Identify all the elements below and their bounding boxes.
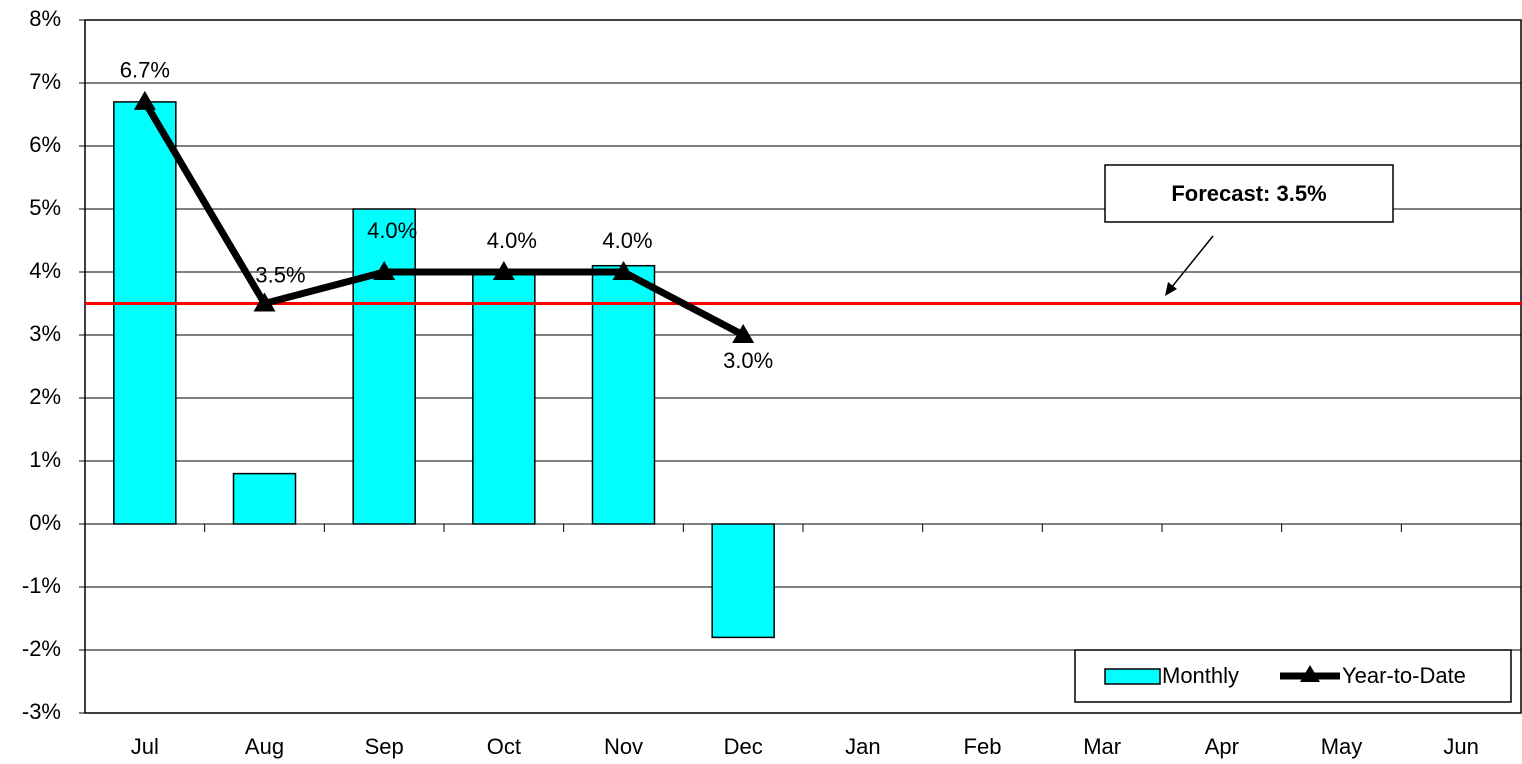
x-tick-label: Sep xyxy=(365,734,404,759)
data-label: 4.0% xyxy=(602,228,652,253)
bar xyxy=(352,208,416,525)
x-tick-label: May xyxy=(1321,734,1363,759)
plot-area xyxy=(84,19,1522,714)
marker xyxy=(253,292,276,312)
x-tick-label: Mar xyxy=(1083,734,1121,759)
y-tick-label: -1% xyxy=(22,573,61,598)
y-tick-label: 0% xyxy=(29,510,61,535)
x-tick-label: Feb xyxy=(964,734,1002,759)
data-label: 3.5% xyxy=(255,262,305,287)
line xyxy=(141,100,745,339)
arrow-head xyxy=(1165,282,1177,296)
x-tick-label: Jan xyxy=(845,734,880,759)
data-label: 4.0% xyxy=(487,228,537,253)
legend-label: Year-to-Date xyxy=(1342,663,1466,688)
x-tick-label: Jul xyxy=(131,734,159,759)
y-tick-label: 7% xyxy=(29,69,61,94)
marker xyxy=(373,261,396,280)
x-tick-label: Nov xyxy=(604,734,643,759)
x-tick-label: Apr xyxy=(1205,734,1239,759)
annotation-arrow xyxy=(1166,235,1214,294)
x-tick-label: Oct xyxy=(487,734,521,759)
annotation: Forecast: 3.5% xyxy=(1171,181,1326,206)
y-tick-label: -3% xyxy=(22,699,61,724)
y-tick-label: -2% xyxy=(22,636,61,661)
data-label: 3.0% xyxy=(723,348,773,373)
bar xyxy=(232,472,297,525)
legend-marker xyxy=(1300,665,1320,682)
x-tick-label: Jun xyxy=(1443,734,1478,759)
bar xyxy=(711,523,775,639)
marker xyxy=(612,261,635,280)
marker xyxy=(492,261,515,280)
annotation-box xyxy=(1104,164,1394,223)
y-tick-label: 1% xyxy=(29,447,61,472)
y-tick-label: 6% xyxy=(29,132,61,157)
data-label: 4.0% xyxy=(367,218,417,243)
x-tick-label: Aug xyxy=(245,734,284,759)
y-tick-label: 2% xyxy=(29,384,61,409)
y-tick-label: 3% xyxy=(29,321,61,346)
legend-label: Monthly xyxy=(1162,663,1239,688)
y-tick-label: 4% xyxy=(29,258,61,283)
x-tick-label: Dec xyxy=(724,734,763,759)
y-tick-label: 8% xyxy=(29,6,61,31)
y-tick-label: 5% xyxy=(29,195,61,220)
data-label: 6.7% xyxy=(120,58,170,83)
marker xyxy=(133,90,156,110)
marker xyxy=(732,324,755,343)
bar xyxy=(472,271,536,525)
legend-swatch xyxy=(1104,668,1161,685)
bar xyxy=(113,101,177,525)
